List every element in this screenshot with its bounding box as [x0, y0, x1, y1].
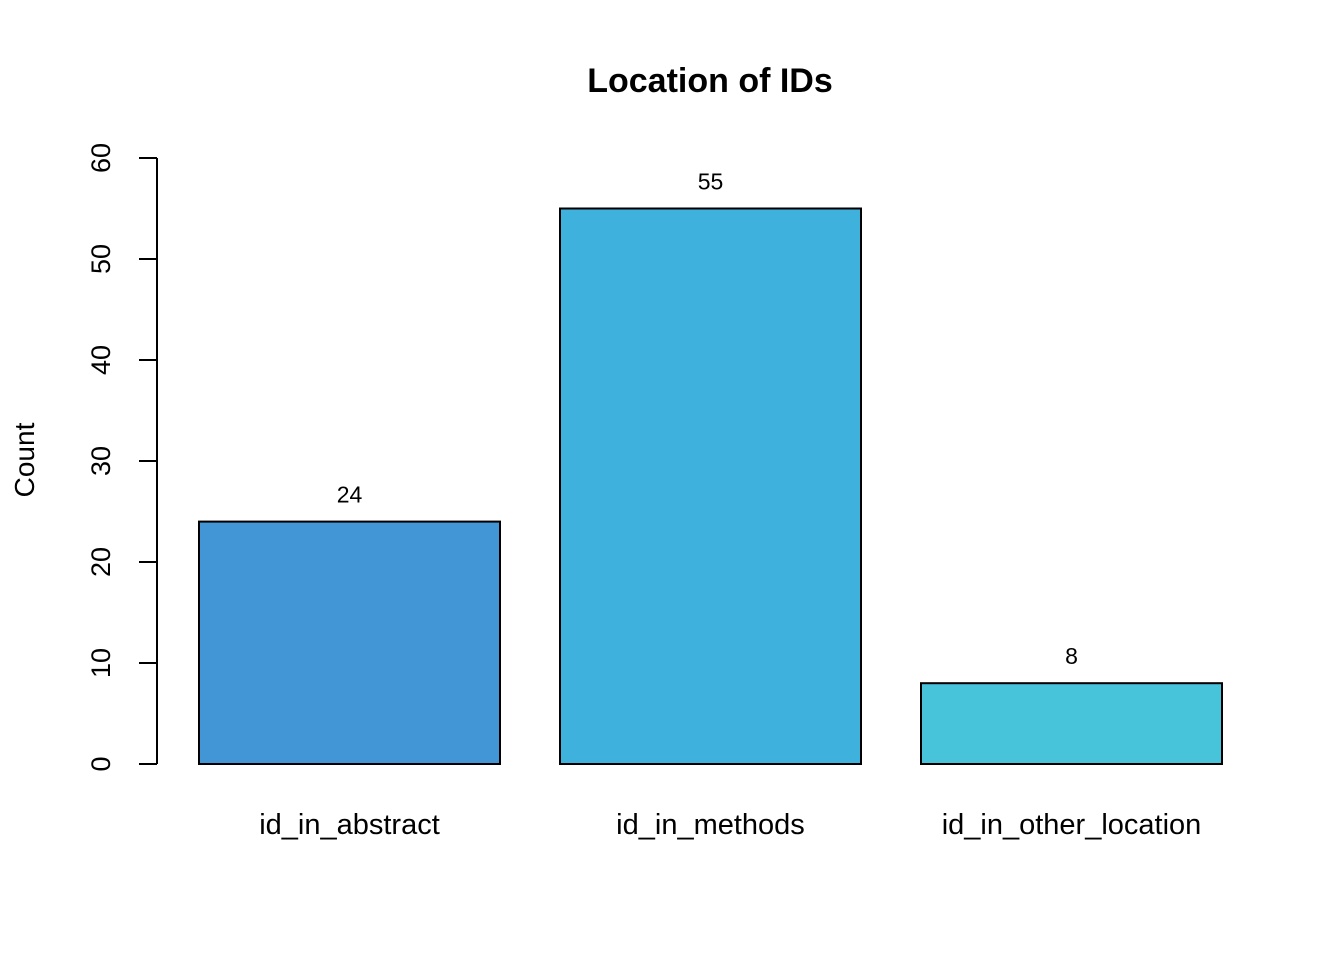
y-tick-label: 30 — [86, 446, 116, 476]
x-tick-labels: id_in_abstract id_in_methods id_in_other_l… — [259, 809, 1201, 841]
data-label-id_in_abstract: 24 — [337, 482, 363, 508]
y-tick-label: 10 — [86, 648, 116, 678]
bar-id_in_abstract — [198, 520, 501, 765]
x-tick-label-id_in_abstract: id_in_abstract — [259, 809, 440, 841]
data-labels: 24 55 8 — [337, 169, 1078, 670]
x-tick-label-id_in_methods: id_in_methods — [616, 809, 805, 841]
data-label-id_in_methods: 55 — [698, 169, 724, 195]
bars — [198, 207, 1223, 766]
data-label-id_in_other_location: 8 — [1065, 643, 1078, 669]
y-axis: 0 10 20 30 40 50 60 — [86, 143, 158, 772]
y-tick-label: 60 — [86, 143, 116, 173]
y-tick-label: 40 — [86, 345, 116, 375]
bar-id_in_other_location — [920, 682, 1223, 766]
chart-title: Location of IDs — [587, 62, 833, 100]
x-tick-label-id_in_other_location: id_in_other_location — [942, 809, 1202, 841]
y-axis-label: Count — [9, 422, 40, 497]
y-tick-label: 20 — [86, 547, 116, 577]
y-tick-label: 0 — [86, 756, 116, 771]
y-tick-label: 50 — [86, 244, 116, 274]
bar-id_in_methods — [559, 207, 862, 765]
